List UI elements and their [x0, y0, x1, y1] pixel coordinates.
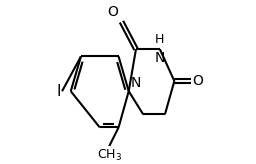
Text: CH$_3$: CH$_3$	[97, 148, 122, 163]
Text: N: N	[155, 51, 165, 65]
Text: O: O	[193, 74, 203, 88]
Text: H: H	[155, 33, 165, 46]
Text: O: O	[108, 5, 119, 19]
Text: N: N	[130, 76, 141, 90]
Text: I: I	[56, 84, 61, 99]
